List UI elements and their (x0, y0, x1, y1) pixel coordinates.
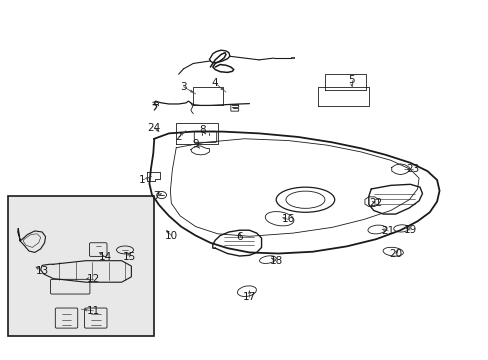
Text: 8: 8 (199, 125, 206, 135)
Text: 9: 9 (192, 139, 199, 149)
Text: 20: 20 (388, 248, 402, 258)
Text: 3: 3 (180, 82, 186, 92)
Text: 18: 18 (269, 256, 282, 266)
Text: 14: 14 (99, 252, 112, 262)
Text: 10: 10 (164, 231, 178, 240)
Text: 15: 15 (123, 252, 136, 262)
Text: 1: 1 (139, 175, 145, 185)
Text: 19: 19 (403, 225, 416, 235)
FancyBboxPatch shape (8, 197, 154, 336)
Text: 23: 23 (405, 164, 419, 174)
Text: 2: 2 (175, 132, 182, 142)
Text: 7: 7 (153, 191, 160, 201)
Text: 6: 6 (236, 232, 243, 242)
Text: 21: 21 (381, 226, 394, 236)
Text: 17: 17 (242, 292, 256, 302)
Text: 12: 12 (86, 274, 100, 284)
Text: 13: 13 (36, 266, 49, 276)
Text: 5: 5 (348, 75, 354, 85)
Text: 4: 4 (211, 78, 218, 88)
Text: 16: 16 (281, 215, 294, 224)
Text: 24: 24 (147, 123, 161, 133)
Text: 11: 11 (86, 306, 100, 316)
Text: 22: 22 (369, 198, 382, 208)
